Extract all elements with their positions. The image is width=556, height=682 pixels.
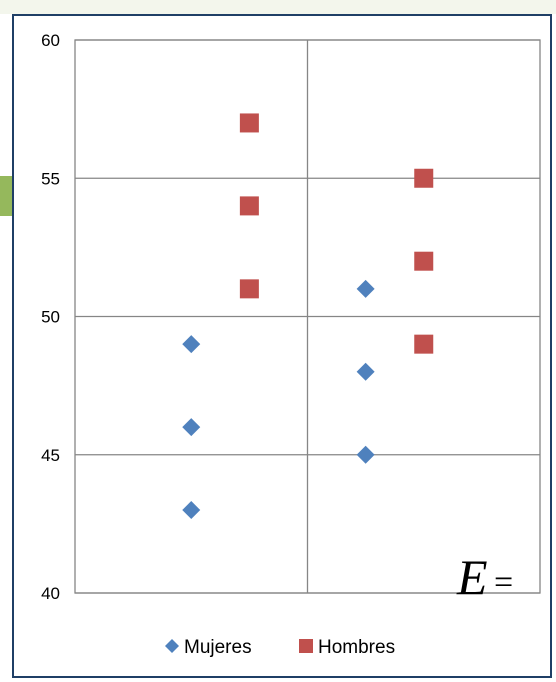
data-point-mujeres: [182, 418, 201, 437]
data-point-mujeres: [356, 279, 375, 298]
data-point-hombres: [414, 334, 434, 354]
data-point-mujeres: [356, 445, 375, 464]
data-point-mujeres: [356, 362, 375, 381]
y-tick-labels: 40 45 50 55 60: [41, 31, 60, 603]
chart-frame: [12, 14, 552, 678]
y-tick-label: 50: [41, 308, 60, 327]
y-tick-label: 55: [41, 169, 60, 188]
data-point-hombres: [414, 251, 434, 271]
data-point-mujeres: [182, 335, 201, 354]
data-point-hombres: [239, 113, 259, 133]
legend-marker-mujeres: [165, 639, 179, 653]
data-point-mujeres: [182, 501, 201, 520]
background-strip: [0, 0, 556, 14]
equation-sign: =: [494, 564, 514, 601]
legend: Mujeres Hombres: [165, 637, 395, 658]
y-tick-label: 60: [41, 31, 60, 50]
legend-label-hombres: Hombres: [318, 637, 395, 658]
equation-letter: E: [457, 549, 488, 605]
y-tick-label: 45: [41, 446, 60, 465]
legend-label-mujeres: Mujeres: [184, 637, 252, 658]
data-points: [182, 113, 434, 520]
grid-lines: [74, 39, 541, 594]
y-tick-label: 40: [41, 584, 60, 603]
data-point-hombres: [414, 168, 434, 188]
data-point-hombres: [239, 279, 259, 299]
data-point-hombres: [239, 196, 259, 216]
green-side-tab: [0, 176, 12, 216]
legend-marker-hombres: [299, 639, 313, 653]
